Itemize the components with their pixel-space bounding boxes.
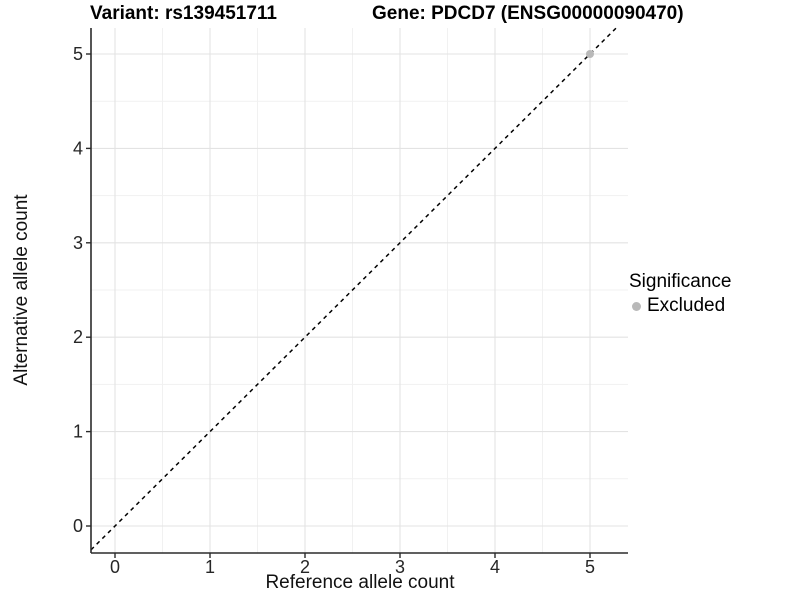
y-tick-label: 2 (73, 327, 83, 347)
x-axis-label: Reference allele count (265, 572, 455, 593)
x-tick-label: 3 (395, 557, 405, 577)
y-tick-label: 0 (73, 516, 83, 536)
x-tick-label: 1 (205, 557, 215, 577)
y-tick-label: 4 (73, 138, 83, 158)
legend-title: Significance (629, 271, 732, 292)
legend-item-excluded: Excluded (632, 295, 731, 317)
plot-title-variant: Variant: rs139451711 (90, 3, 277, 24)
y-tick-label: 3 (73, 233, 83, 253)
legend-point-icon (632, 301, 641, 311)
y-tick-label: 1 (73, 422, 83, 442)
legend-item-label: Excluded (647, 295, 726, 316)
x-tick-label: 5 (585, 557, 595, 577)
plot-title-gene: Gene: PDCD7 (ENSG00000090470) (372, 3, 684, 24)
legend: Significance Excluded (629, 271, 731, 317)
x-tick-label: 0 (110, 557, 120, 577)
y-tick-label: 5 (73, 44, 83, 64)
x-tick-label: 2 (300, 557, 310, 577)
x-tick-label: 4 (490, 557, 500, 577)
